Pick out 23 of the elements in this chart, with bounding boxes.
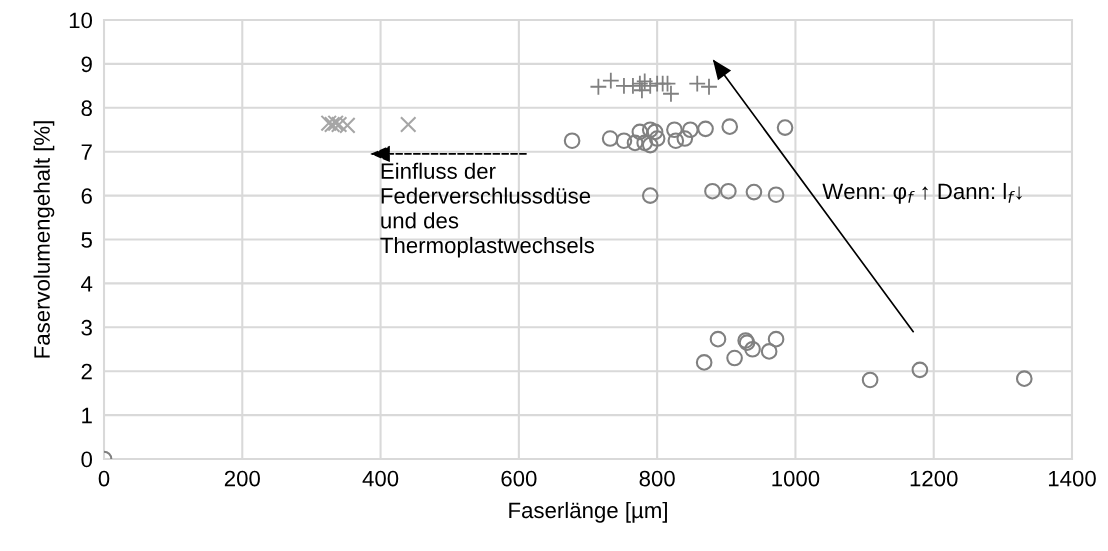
y-tick-label: 4	[81, 276, 93, 292]
y-tick-label: 8	[81, 100, 92, 117]
annotation: Wenn: φ$_{f}$ ↑ Dann: l$_{f}$↓	[822, 182, 1022, 204]
x-tick-label: 400	[362, 470, 399, 487]
y-tick-label: 6	[81, 188, 92, 204]
y-tick-label: 0	[81, 451, 93, 468]
x-tick-label: 200	[224, 470, 260, 487]
x-tick-label: 0	[98, 470, 110, 487]
x-tick-label: 1400	[1048, 470, 1096, 487]
x-tick-label: 800	[639, 470, 675, 487]
y-tick-label: 7	[81, 144, 92, 160]
annotation: Einfluss der Federverschlussdüse und des Thermoplastwechsels	[380, 162, 594, 258]
x-tick-label: 600	[501, 470, 537, 487]
y-axis-title: Faservolumengehalt [%]	[33, 121, 55, 358]
y-tick-label: 1	[82, 407, 92, 424]
y-tick-label: 2	[81, 363, 92, 380]
y-tick-label: 9	[81, 56, 92, 73]
x-tick-label: 1000	[772, 470, 820, 487]
y-tick-label: 3	[81, 319, 92, 336]
x-tick-label: 1200	[910, 470, 958, 487]
y-tick-label: 5	[81, 232, 92, 248]
y-tick-label: 10	[69, 12, 93, 29]
x-axis-title: Faserlänge [µm]	[509, 501, 667, 523]
